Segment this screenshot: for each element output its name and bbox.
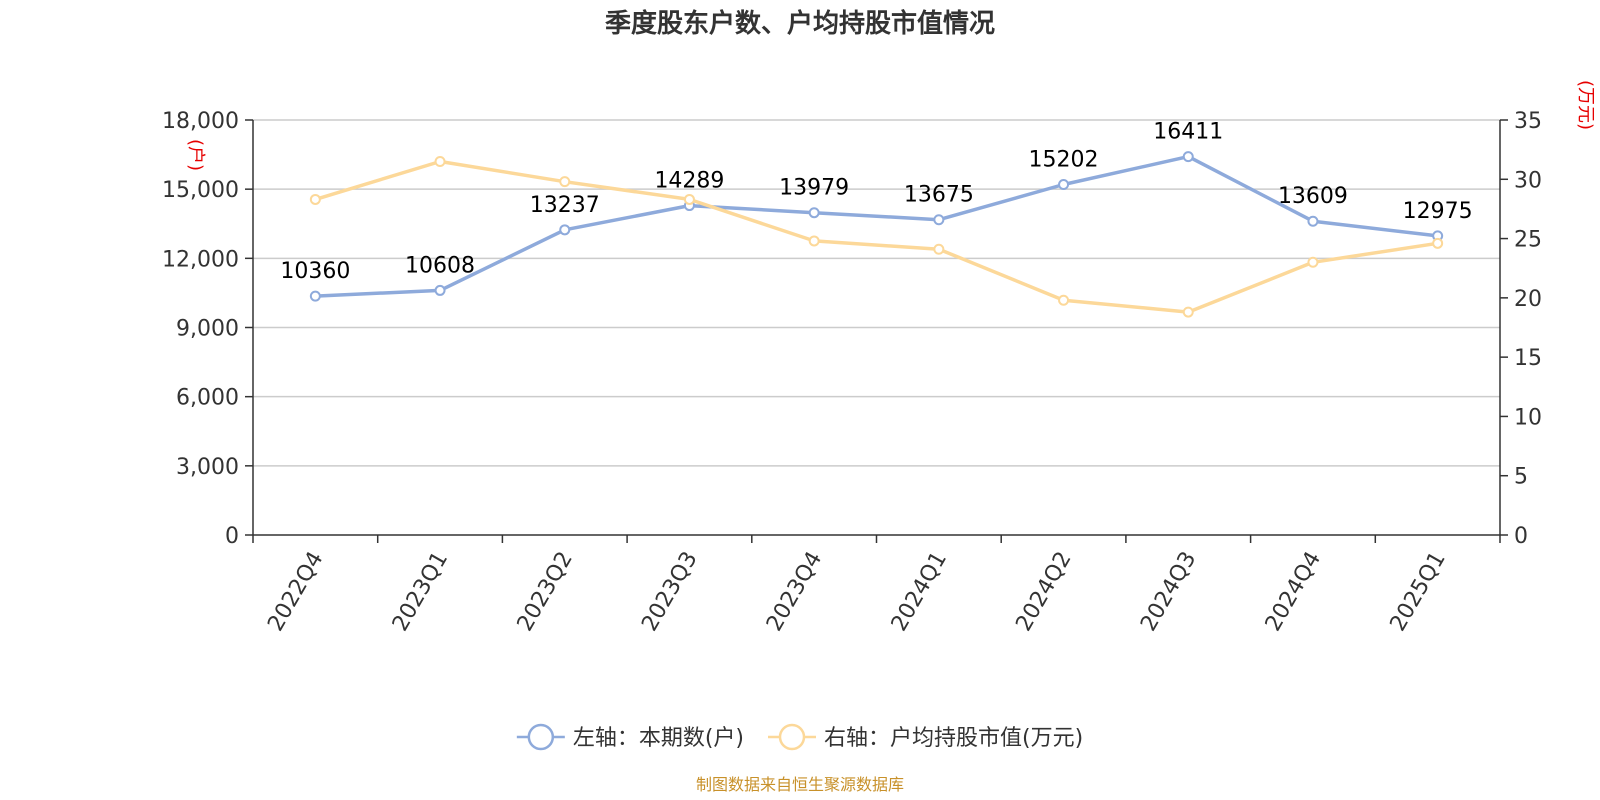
- x-axis-tick-label: 2023Q4: [762, 548, 827, 636]
- legend-label: 左轴：本期数(户): [573, 726, 744, 751]
- right-axis-tick-label: 25: [1514, 228, 1542, 253]
- x-axis-tick-label: 2023Q3: [637, 548, 702, 636]
- left-axis-tick-label: 18,000: [162, 109, 239, 134]
- data-point[interactable]: [559, 224, 571, 236]
- data-point[interactable]: [808, 207, 820, 219]
- data-labels: 10360 10608 13237 14289 13979 13675 15202 16411…: [280, 120, 1472, 285]
- x-axis-tick-label: 2023Q1: [388, 548, 453, 636]
- data-point[interactable]: [933, 214, 945, 226]
- data-point[interactable]: [434, 156, 446, 167]
- data-point[interactable]: [683, 193, 695, 205]
- data-point[interactable]: [1058, 294, 1070, 306]
- data-point[interactable]: [1182, 306, 1194, 318]
- x-axis-tick-label: 2022Q4: [263, 548, 328, 636]
- x-axis-tick-label: 2023Q2: [513, 548, 578, 636]
- data-label: 13237: [530, 193, 600, 218]
- data-label: 13609: [1278, 184, 1348, 209]
- data-point[interactable]: [1432, 237, 1444, 249]
- data-point[interactable]: [808, 235, 820, 247]
- x-axis-tick-label: 2024Q3: [1136, 548, 1201, 636]
- series-line-avg-market-value: [314, 159, 1438, 314]
- data-point[interactable]: [309, 193, 321, 205]
- data-label: 13675: [904, 183, 974, 208]
- data-label: 12975: [1403, 199, 1473, 224]
- right-axis-tick-label: 20: [1514, 287, 1542, 312]
- left-axis-tick-label: 9,000: [176, 317, 239, 342]
- data-point[interactable]: [1307, 215, 1319, 227]
- left-axis-unit-label: (户): [185, 139, 206, 171]
- legend-item-avg-market-value[interactable]: 右轴：户均持股市值(万元): [768, 723, 1083, 751]
- x-axis-tick-label: 2025Q1: [1386, 548, 1451, 636]
- left-axis-tick-label: 12,000: [162, 247, 239, 272]
- data-point[interactable]: [1307, 256, 1319, 268]
- x-axis-tick-label: 2024Q2: [1011, 548, 1076, 636]
- right-axis-tick-label: 15: [1514, 346, 1542, 371]
- left-axis-tick-label: 0: [225, 524, 239, 549]
- data-point[interactable]: [1182, 151, 1194, 163]
- data-label: 15202: [1029, 148, 1099, 173]
- data-source-note: 制图数据来自恒生聚源数据库: [696, 775, 904, 794]
- left-axis-tick-label: 15,000: [162, 178, 239, 203]
- data-label: 14289: [654, 169, 724, 194]
- data-point[interactable]: [434, 284, 446, 296]
- right-axis-tick-label: 0: [1514, 524, 1528, 549]
- left-axis-tick-label: 6,000: [176, 386, 239, 411]
- data-label: 10608: [405, 253, 475, 278]
- x-axis-tick-label: 2024Q1: [887, 548, 952, 636]
- right-axis-tick-label: 10: [1514, 405, 1542, 430]
- grid-lines: [253, 119, 1500, 467]
- legend-circle-marker: [778, 723, 806, 751]
- data-point[interactable]: [559, 176, 571, 188]
- right-axis-tick-label: 30: [1514, 168, 1542, 193]
- legend-circle-marker: [527, 723, 555, 751]
- right-axis-tick-label: 35: [1514, 109, 1542, 134]
- legend[interactable]: 左轴：本期数(户) 右轴：户均持股市值(万元): [516, 723, 1083, 751]
- data-label: 16411: [1153, 120, 1223, 145]
- series-line-shareholder-count: [315, 154, 1438, 298]
- data-label: 10360: [280, 259, 350, 284]
- data-point[interactable]: [309, 290, 321, 302]
- series-lines: [309, 151, 1444, 318]
- x-axis-tick-label: 2024Q4: [1261, 548, 1326, 636]
- legend-label: 右轴：户均持股市值(万元): [824, 726, 1083, 751]
- data-point[interactable]: [933, 243, 945, 255]
- chart-title: 季度股东户数、户均持股市值情况: [605, 8, 995, 39]
- left-axis-tick-label: 3,000: [176, 455, 239, 480]
- right-axis-tick-label: 5: [1514, 465, 1528, 490]
- legend-item-shareholder-count[interactable]: 左轴：本期数(户): [516, 723, 744, 751]
- data-point[interactable]: [1058, 179, 1070, 191]
- right-axis-unit-label: (万元): [1575, 80, 1596, 130]
- data-label: 13979: [779, 176, 849, 201]
